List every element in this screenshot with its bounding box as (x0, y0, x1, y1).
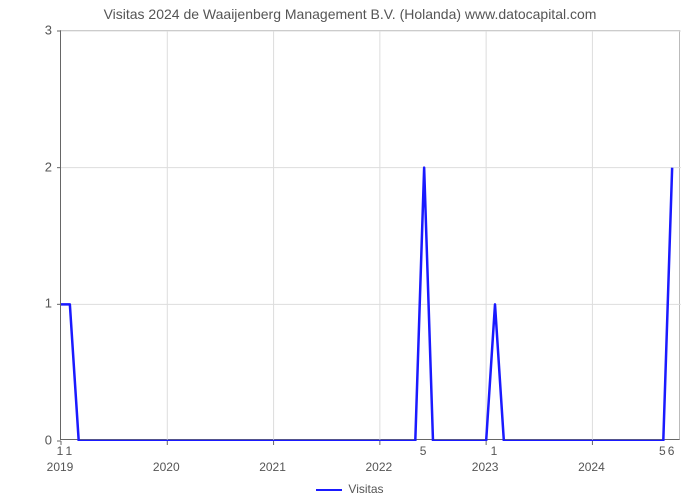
x-tick-label: 2023 (472, 460, 499, 474)
x-tick-label: 2019 (47, 460, 74, 474)
y-tick-label: 0 (12, 433, 52, 448)
x-tick-label: 2022 (365, 460, 392, 474)
point-label: 6 (668, 444, 675, 458)
y-tick-label: 1 (12, 296, 52, 311)
y-tick-label: 2 (12, 159, 52, 174)
chart-title: Visitas 2024 de Waaijenberg Management B… (0, 6, 700, 22)
point-label: 5 (659, 444, 666, 458)
point-label: 5 (420, 444, 427, 458)
x-tick-label: 2020 (153, 460, 180, 474)
x-tick-label: 2021 (259, 460, 286, 474)
legend-label: Visitas (348, 482, 383, 496)
x-tick-label: 2024 (578, 460, 605, 474)
plot-area (60, 30, 680, 440)
point-label: 1 (57, 444, 64, 458)
series-layer (61, 31, 681, 441)
legend-swatch (316, 489, 342, 491)
chart-container: Visitas 2024 de Waaijenberg Management B… (0, 0, 700, 500)
point-label: 1 (66, 444, 73, 458)
point-label: 1 (491, 444, 498, 458)
legend: Visitas (0, 482, 700, 496)
y-tick-label: 3 (12, 23, 52, 38)
